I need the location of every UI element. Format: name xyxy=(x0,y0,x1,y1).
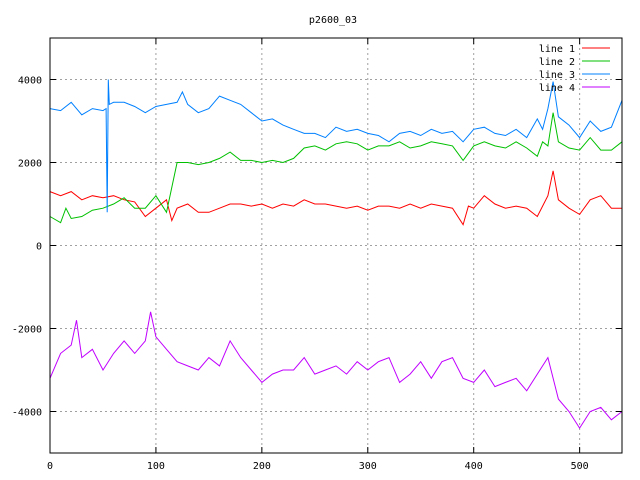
x-tick-label: 100 xyxy=(147,461,165,472)
x-tick-label: 0 xyxy=(47,461,53,472)
legend: line 1 line 2 line 3 line 4 xyxy=(539,44,610,94)
series-line-2 xyxy=(49,112,623,224)
y-tick-label: 0 xyxy=(36,242,42,253)
series-line-1 xyxy=(49,170,622,226)
x-tick-label: 300 xyxy=(359,461,377,472)
x-tick-label: 500 xyxy=(571,461,589,472)
y-tick-label: 2000 xyxy=(18,159,42,170)
x-tick-label: 400 xyxy=(465,461,483,472)
grid xyxy=(49,38,622,453)
plot-frame xyxy=(49,37,623,454)
legend-label: line 4 xyxy=(539,83,575,94)
y-tick-label: 4000 xyxy=(18,76,42,87)
series-line-4 xyxy=(49,311,623,430)
x-tick-label: 200 xyxy=(253,461,271,472)
y-tick-label: -2000 xyxy=(12,325,42,336)
axes: 0 100 200 300 400 500 -4000 -2000 0 2000 4000 xyxy=(12,37,623,472)
series-lines xyxy=(49,79,623,430)
series-line-3 xyxy=(49,79,623,213)
y-tick-label: -4000 xyxy=(12,408,42,419)
chart-title: p2600_03 xyxy=(309,15,357,26)
legend-label: line 2 xyxy=(539,57,575,68)
legend-label: line 3 xyxy=(539,70,575,81)
legend-label: line 1 xyxy=(539,44,575,55)
